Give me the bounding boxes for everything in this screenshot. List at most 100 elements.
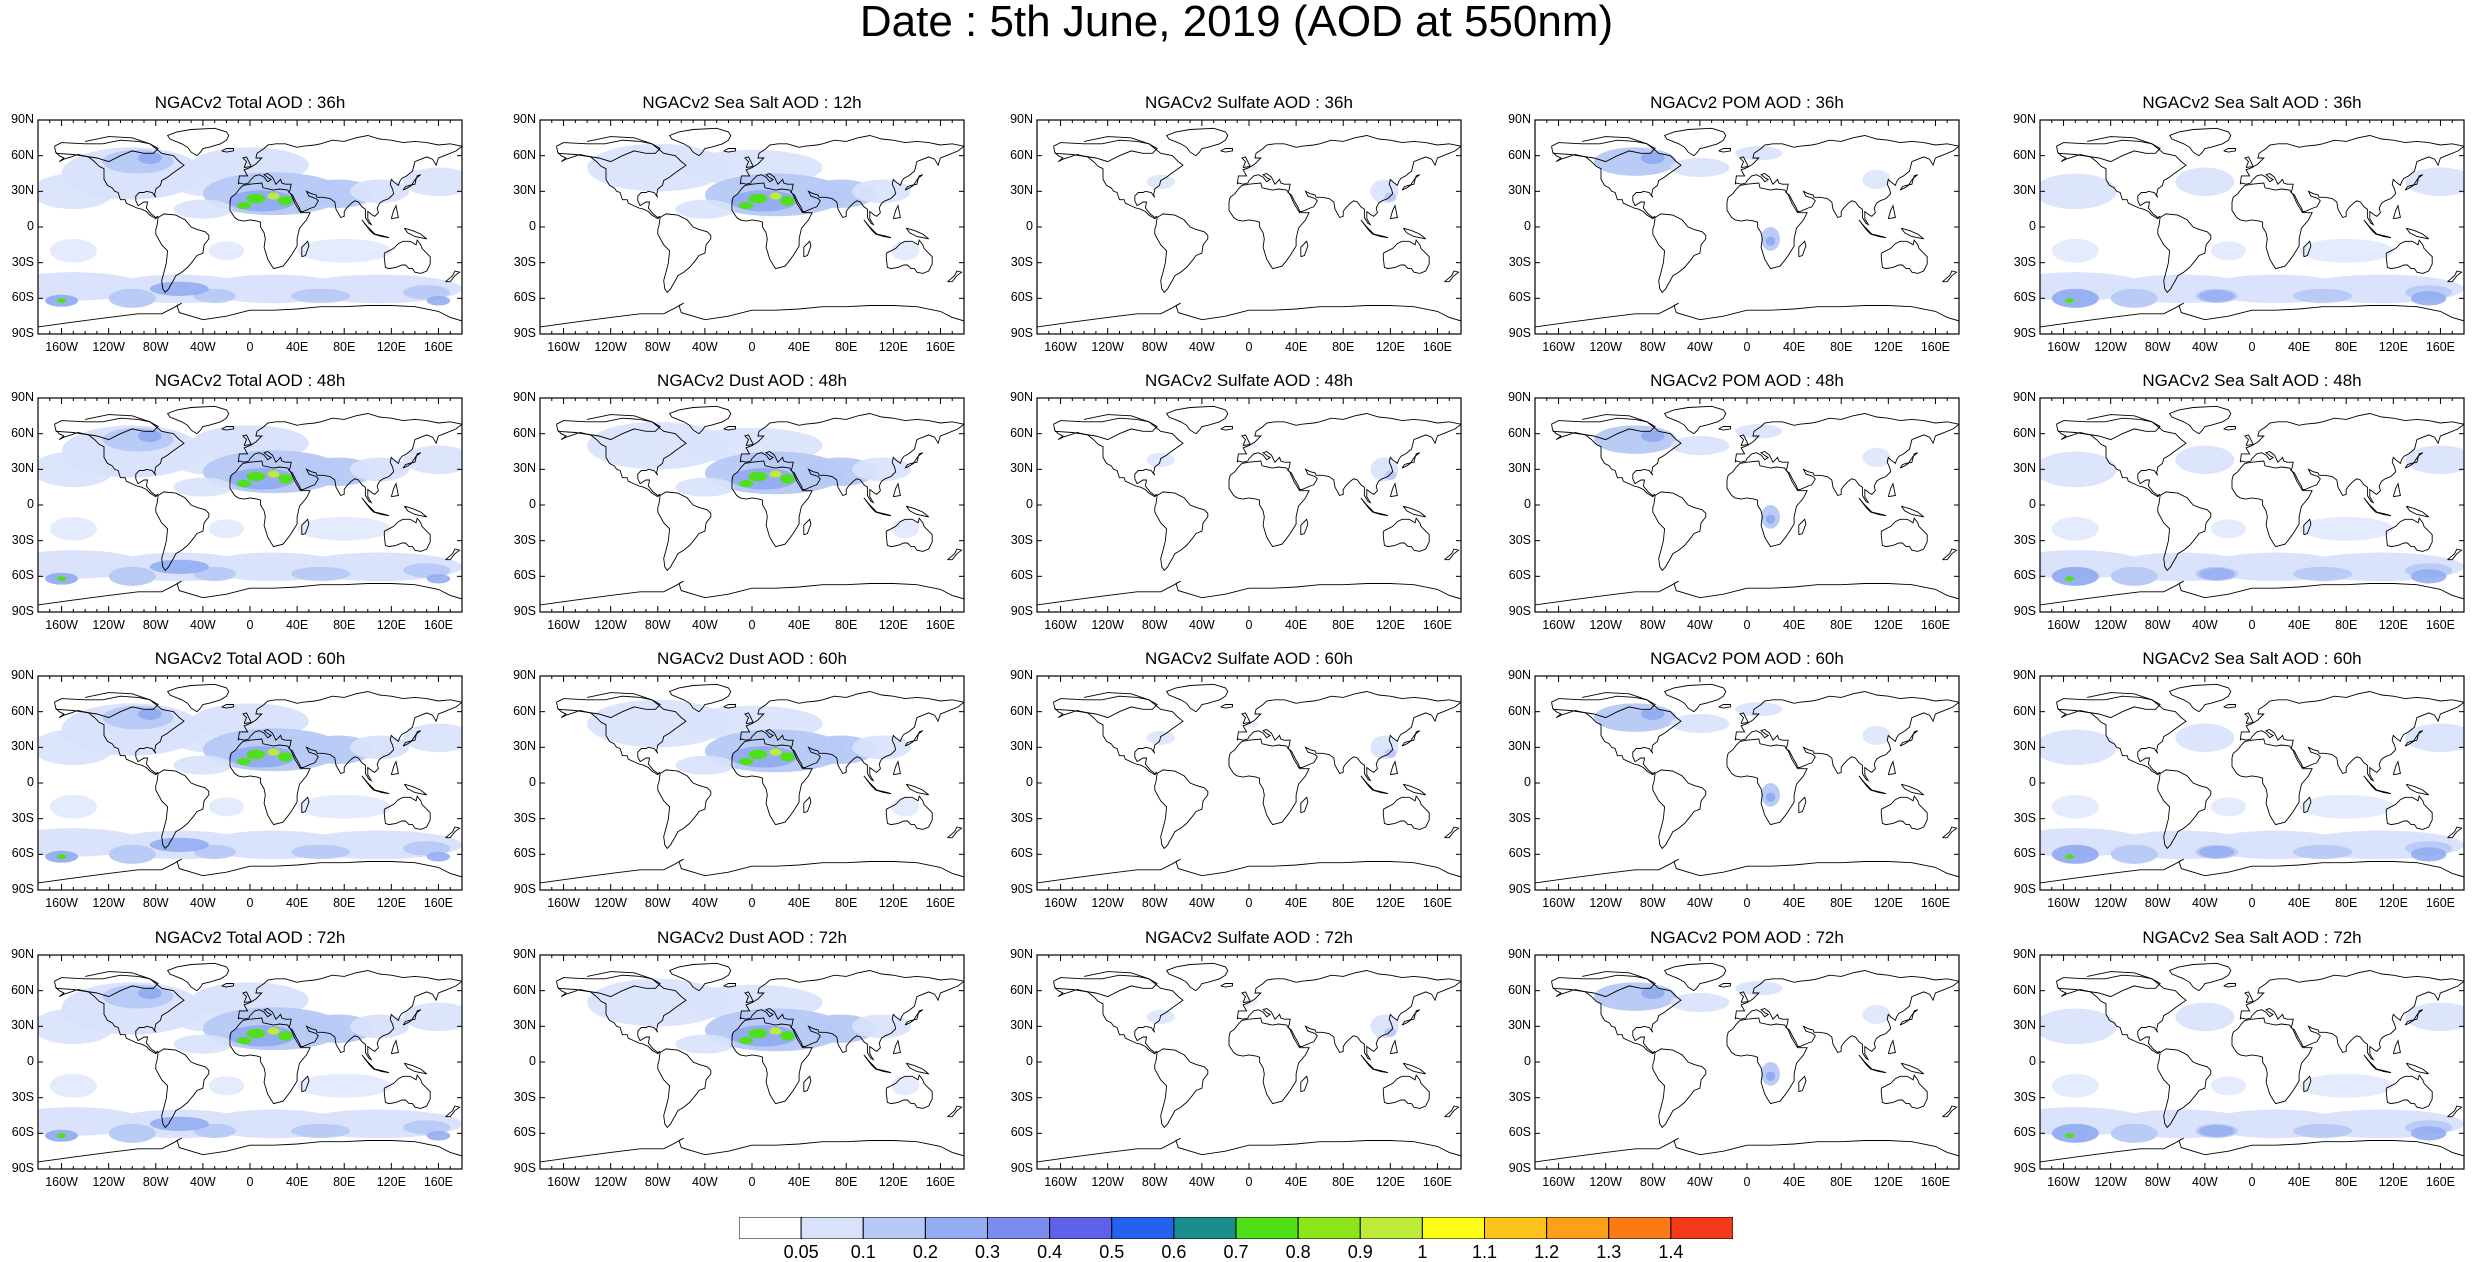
lat-tick-label: 30N: [11, 461, 34, 476]
lat-tick-label: 60S: [2013, 568, 2036, 583]
lat-tick-label: 90N: [1010, 390, 1033, 404]
lat-tick-label: 60N: [11, 147, 34, 162]
lon-tick-label: 80W: [1141, 896, 1168, 910]
colorbar-swatch: [1297, 1217, 1361, 1239]
panel-title: NGACv2 Sulfate AOD : 48h: [1145, 371, 1353, 390]
lon-tick-label: 40E: [2287, 340, 2311, 354]
lon-tick-label: 160E: [925, 896, 956, 910]
panel-title: NGACv2 Total AOD : 48h: [154, 371, 346, 390]
lon-tick-label: 0: [246, 1175, 254, 1189]
lat-tick-label: 90N: [2013, 112, 2036, 126]
lon-tick-label: 160E: [2425, 1175, 2456, 1189]
lon-tick-label: 40E: [1782, 618, 1806, 632]
lat-tick-label: 30N: [1010, 461, 1033, 476]
panel-title: NGACv2 Dust AOD : 72h: [657, 928, 847, 947]
lon-tick-label: 40E: [787, 618, 811, 632]
lon-tick-label: 160E: [1920, 896, 1951, 910]
colorbar-swatch: [800, 1217, 864, 1239]
lon-tick-label: 80E: [835, 618, 858, 632]
lon-tick-label: 80E: [2335, 896, 2358, 910]
lat-tick-label: 90N: [1010, 112, 1033, 126]
lon-tick-label: 0: [1245, 896, 1253, 910]
lon-tick-label: 40E: [285, 1175, 309, 1189]
colorbar-label: 0.2: [912, 1242, 938, 1262]
lon-tick-label: 120E: [878, 618, 908, 632]
colorbar-label: 0.3: [974, 1242, 1001, 1262]
colorbar-swatch: [924, 1217, 988, 1239]
lon-tick-label: 40W: [190, 340, 216, 354]
lon-tick-label: 120E: [376, 340, 406, 354]
lon-tick-label: 160W: [1044, 340, 1077, 354]
lat-tick-label: 60N: [1508, 425, 1531, 440]
lat-tick-label: 60N: [513, 703, 536, 718]
lon-tick-label: 0: [1743, 340, 1751, 354]
lon-tick-label: 40E: [285, 340, 309, 354]
lon-tick-label: 80W: [644, 340, 671, 354]
lon-tick-label: 40E: [285, 896, 309, 910]
lon-tick-label: 160W: [1542, 618, 1575, 632]
aod-map-seasalt: [2039, 397, 2465, 613]
lon-tick-label: 120W: [1091, 618, 1124, 632]
lon-tick-label: 40W: [1687, 896, 1713, 910]
lat-tick-label: 90S: [11, 604, 34, 618]
lat-tick-label: 60N: [1010, 147, 1033, 162]
lat-tick-label: 90S: [513, 1161, 536, 1175]
lon-tick-label: 80E: [2335, 1175, 2358, 1189]
lat-tick-label: 0: [529, 1054, 536, 1068]
lat-tick-label: 60N: [2013, 982, 2036, 997]
lon-tick-label: 120W: [92, 340, 125, 354]
lon-tick-label: 40W: [2192, 896, 2218, 910]
lon-tick-label: 120E: [1873, 1175, 1903, 1189]
lat-tick-label: 60N: [2013, 147, 2036, 162]
aod-map-pom: [1534, 119, 1960, 335]
lon-tick-label: 0: [748, 618, 756, 632]
lat-tick-label: 90N: [513, 668, 536, 682]
lon-tick-label: 40W: [2192, 1175, 2218, 1189]
lat-tick-label: 90N: [513, 112, 536, 126]
lat-tick-label: 30S: [2013, 810, 2036, 825]
lon-tick-label: 160E: [1422, 896, 1453, 910]
lon-tick-label: 40W: [1189, 896, 1215, 910]
aod-map-pom: [1534, 675, 1960, 891]
lat-tick-label: 30S: [11, 254, 34, 269]
lat-tick-label: 0: [1524, 775, 1531, 789]
lat-tick-label: 30N: [2013, 739, 2036, 754]
lon-tick-label: 40E: [787, 340, 811, 354]
lon-tick-label: 40W: [692, 618, 718, 632]
panel-title: NGACv2 POM AOD : 60h: [1650, 649, 1844, 668]
colorbar-swatch: [1484, 1217, 1548, 1239]
lon-tick-label: 160E: [2425, 340, 2456, 354]
lat-tick-label: 0: [529, 497, 536, 511]
aod-map-dust: [539, 675, 965, 891]
lon-tick-label: 40W: [2192, 618, 2218, 632]
colorbar-swatch: [1173, 1217, 1237, 1239]
lat-tick-label: 0: [529, 775, 536, 789]
lon-tick-label: 40E: [787, 896, 811, 910]
lon-tick-label: 80E: [333, 340, 356, 354]
lon-tick-label: 160W: [1044, 1175, 1077, 1189]
lon-tick-label: 160W: [45, 1175, 78, 1189]
lon-tick-label: 160W: [2047, 340, 2080, 354]
lon-tick-label: 80W: [1141, 1175, 1168, 1189]
lat-tick-label: 30S: [513, 1089, 536, 1104]
lon-tick-label: 40W: [1687, 340, 1713, 354]
lon-tick-label: 120W: [1589, 340, 1622, 354]
lon-tick-label: 120E: [1873, 340, 1903, 354]
panel-title: NGACv2 Total AOD : 60h: [154, 649, 346, 668]
lon-tick-label: 0: [748, 896, 756, 910]
lat-tick-label: 60S: [513, 1125, 536, 1140]
lon-tick-label: 0: [2248, 1175, 2256, 1189]
lat-tick-label: 60N: [513, 147, 536, 162]
lon-tick-label: 80E: [333, 1175, 356, 1189]
lon-tick-label: 160E: [423, 618, 454, 632]
lat-tick-label: 90S: [1508, 1161, 1531, 1175]
aod-map-sulfate: [1036, 119, 1462, 335]
lon-tick-label: 160W: [45, 896, 78, 910]
lon-tick-label: 0: [1245, 340, 1253, 354]
colorbar-swatch: [1608, 1217, 1672, 1239]
lon-tick-label: 40E: [1284, 340, 1308, 354]
lat-tick-label: 90N: [513, 947, 536, 961]
lon-tick-label: 120E: [1375, 896, 1405, 910]
lon-tick-label: 80W: [644, 618, 671, 632]
lon-tick-label: 40E: [1782, 340, 1806, 354]
